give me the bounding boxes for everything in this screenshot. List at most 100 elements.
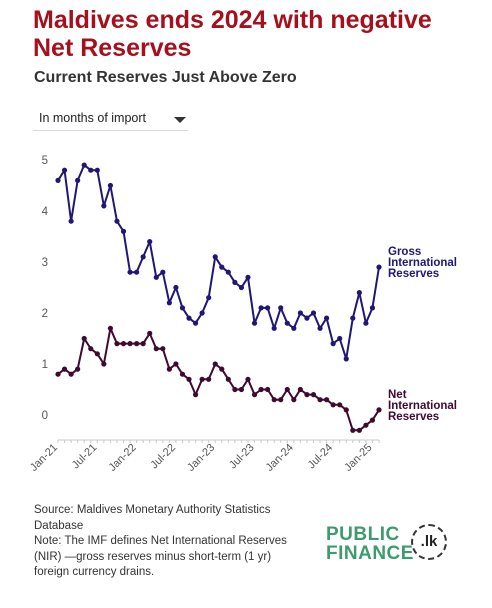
y-tick-label: 1 [42,359,48,371]
data-point [192,392,199,398]
data-point [297,310,303,316]
unit-dropdown-value: In months of import [39,111,146,125]
logo-badge: .lk [411,524,447,560]
data-point [350,315,356,321]
data-point [107,325,114,331]
data-point [140,341,146,347]
x-tick-label: Jan-23 [185,442,217,474]
data-point [147,239,153,245]
data-point [186,376,192,382]
chart-subtitle: Current Reserves Just Above Zero [34,69,297,86]
data-point [337,402,343,408]
data-point [166,300,172,306]
data-point [206,295,212,301]
data-point [120,228,127,234]
data-point [356,290,362,296]
data-point [291,325,297,331]
data-point [199,310,205,316]
note-text: Note: The IMF defines Net International … [34,535,287,578]
data-point [225,269,231,275]
data-point [81,162,87,168]
data-point [278,397,284,403]
unit-dropdown[interactable]: In months of import [33,108,188,131]
data-point [297,386,303,393]
data-point [310,310,317,316]
y-tick-label: 5 [42,155,48,167]
data-point [153,274,159,280]
data-point [192,320,199,326]
source-note: Source: Maldives Monetary Authority Stat… [34,503,299,581]
data-point [186,315,192,321]
data-point [120,341,127,347]
data-point [265,305,271,311]
data-point [212,361,218,367]
data-point [61,167,68,173]
data-point [55,371,61,377]
data-point [369,305,376,311]
data-point [232,386,238,393]
data-point [199,376,205,382]
data-point [173,284,179,291]
data-point [75,177,81,183]
data-point [271,325,277,331]
data-point [114,218,120,224]
data-point [88,167,94,173]
data-point [363,422,369,428]
series-line-gross [57,164,380,360]
data-point [304,392,310,398]
data-point [94,351,100,357]
data-point [271,397,277,403]
data-point [55,177,61,183]
data-point [284,386,290,393]
data-point [258,386,264,393]
data-point [251,392,258,398]
data-point [356,427,362,433]
series-label-gross: Gross International Reserves [388,246,457,280]
data-point [219,264,225,270]
data-point [68,218,74,224]
data-point [75,366,81,372]
x-tick-label: Jan-25 [342,442,374,474]
data-point [94,167,100,173]
x-tick-label: Jul-24 [306,442,336,472]
data-point [160,269,166,275]
data-point [317,397,323,403]
data-point [238,386,245,393]
data-point [81,335,87,342]
data-point [258,305,264,311]
data-point [245,376,251,382]
source-text: Source: Maldives Monetary Authority Stat… [34,504,271,532]
data-point [127,269,133,275]
data-point [134,341,140,347]
x-tick-label: Jul-23 [227,442,257,472]
data-point [232,279,238,285]
x-tick-label: Jul-21 [70,442,100,472]
y-tick-label: 2 [42,308,48,320]
data-point [179,371,186,377]
series-label-net: Net International Reserves [388,389,457,423]
data-point [68,371,74,377]
data-point [225,376,231,382]
data-point [363,320,369,326]
data-point [166,366,172,372]
data-point [238,284,245,291]
data-point [212,254,218,260]
data-point [310,392,317,398]
data-point [147,330,153,336]
data-point [350,427,356,433]
x-tick-label: Jan-22 [106,442,138,474]
data-point [343,407,349,413]
x-tick-label: Jul-22 [148,442,178,472]
public-finance-logo[interactable]: PUBLIC FINANCE .lk [326,522,456,566]
data-point [330,341,336,347]
data-point [343,356,349,362]
data-point [140,254,146,260]
data-point [376,407,382,413]
data-point [291,397,297,403]
data-point [376,264,382,270]
reserves-line-chart: 0 1 2 3 4 5 Jan-21 Jul-21 Jan-22 Jul-22 Jan-23 Jul-… [28,155,457,474]
data-point [219,366,225,372]
data-point [88,346,94,352]
data-point [61,366,68,372]
data-point [101,203,107,209]
